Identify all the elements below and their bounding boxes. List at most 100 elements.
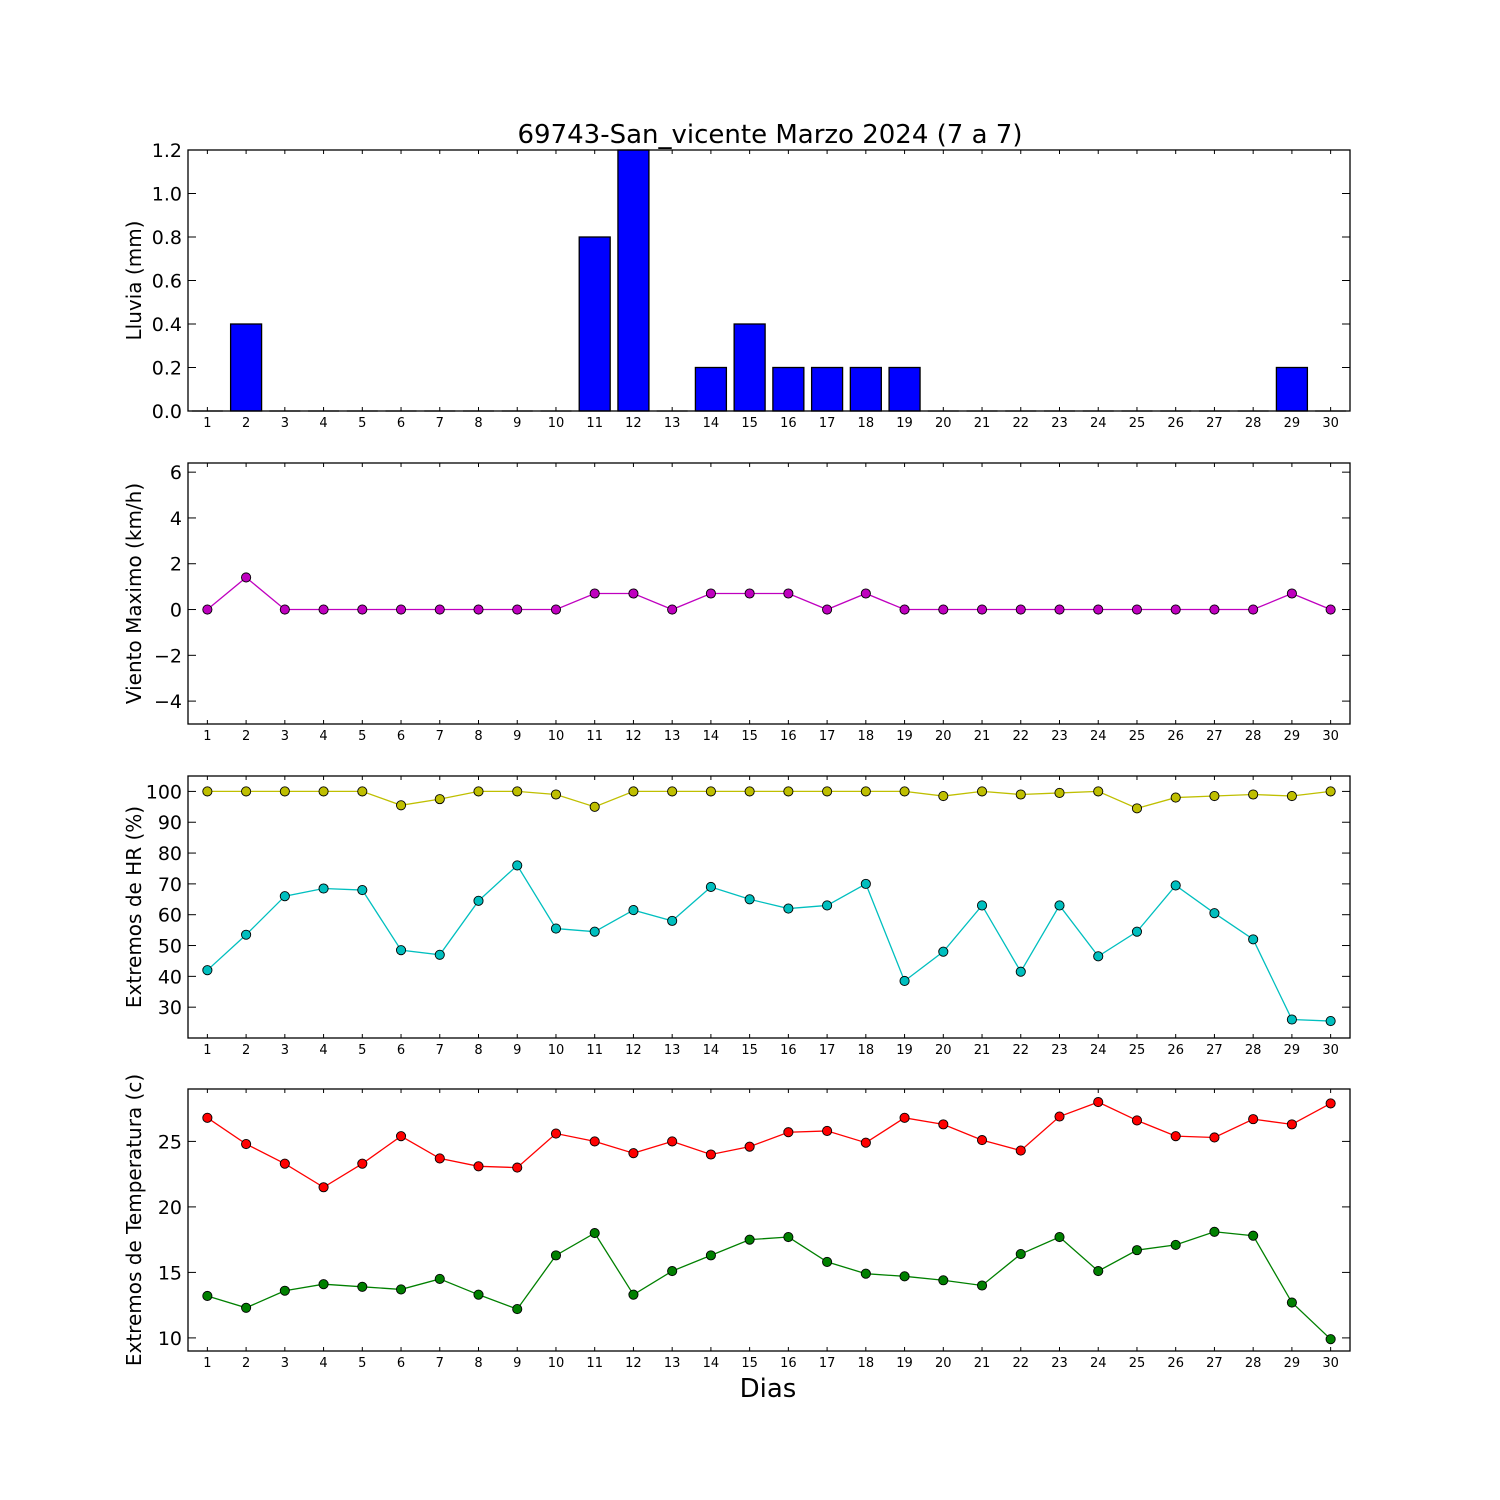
y-tick-label: 1.2 xyxy=(152,140,182,162)
hr-min-point xyxy=(744,894,755,905)
x-tick-label: 10 xyxy=(548,1043,565,1058)
x-tick-label: 10 xyxy=(548,1356,565,1371)
hr-min-point xyxy=(1286,1014,1297,1025)
bar xyxy=(810,366,844,412)
x-tick-label: 29 xyxy=(1284,1043,1301,1058)
x-tick-label: 1 xyxy=(203,416,211,431)
x-tick-label: 13 xyxy=(664,729,681,744)
temp-min-point xyxy=(628,1289,639,1300)
y-tick-label: 2 xyxy=(170,554,182,576)
hr-max-point xyxy=(1015,789,1026,800)
x-tick-label: 29 xyxy=(1284,1356,1301,1371)
y-tick-label: 1.0 xyxy=(152,184,182,206)
temp-min-point xyxy=(744,1234,755,1245)
hr-max-point xyxy=(1093,786,1104,797)
x-axis-label: Dias xyxy=(740,1374,797,1404)
x-tick-label: 25 xyxy=(1129,1043,1146,1058)
temp-max-point xyxy=(783,1127,794,1138)
x-tick-label: 7 xyxy=(436,1043,444,1058)
x-tick-label: 26 xyxy=(1167,729,1184,744)
wind-max-point xyxy=(1248,604,1259,615)
temp-min-point xyxy=(1325,1334,1336,1345)
hr-min-point xyxy=(318,883,329,894)
x-tick-label: 17 xyxy=(819,416,836,431)
wind-max-point xyxy=(899,604,910,615)
x-tick-label: 8 xyxy=(474,729,482,744)
temp-min-point xyxy=(202,1290,213,1302)
hr-max-point xyxy=(279,786,290,797)
hr-max-point xyxy=(1054,787,1065,799)
hr-min-point xyxy=(473,895,484,906)
temp-max-line xyxy=(207,1101,1331,1189)
x-tick-label: 3 xyxy=(281,416,289,431)
x-tick-label: 11 xyxy=(586,1043,603,1058)
y-tick-label: 10 xyxy=(158,1328,182,1350)
temp-max-point xyxy=(550,1128,562,1139)
temp-max-point xyxy=(860,1137,871,1148)
x-tick-label: 21 xyxy=(974,1356,991,1371)
y-tick-label: 0.6 xyxy=(152,271,182,293)
panels: 1 2 3 4 5 6 7 8 9 10 11 12 13 14 15 16 17 18 19 20 21 22 23 24 2… xyxy=(122,140,1351,1371)
x-tick-label: 1 xyxy=(203,1043,211,1058)
hr-max-point xyxy=(1325,786,1336,797)
y-tick-label: −4 xyxy=(154,691,182,713)
hr-max-point xyxy=(899,786,910,797)
x-tick-label: 14 xyxy=(703,729,720,744)
y-axis-label: Extremos de HR (%) xyxy=(122,806,146,1008)
hr-max-point xyxy=(1131,803,1143,814)
x-tick-label: 2 xyxy=(242,1356,250,1371)
hr-max-point xyxy=(202,786,213,797)
temp-min-point xyxy=(241,1302,252,1313)
wind-max-point xyxy=(1015,604,1026,615)
temp-max-point xyxy=(1209,1132,1220,1143)
y-tick-label: 60 xyxy=(158,905,182,927)
bar xyxy=(578,236,611,412)
y-axis-label: Extremos de Temperatura (c) xyxy=(122,1074,146,1366)
hr-min-point xyxy=(1093,951,1104,962)
temp-max-point xyxy=(202,1112,213,1123)
x-tick-label: 22 xyxy=(1012,416,1029,431)
axes-frame xyxy=(187,149,1351,412)
x-tick-label: 16 xyxy=(780,1043,797,1058)
x-tick-label: 16 xyxy=(780,729,797,744)
x-tick-label: 6 xyxy=(397,1043,405,1058)
x-tick-label: 14 xyxy=(703,1043,720,1058)
hr-max-point xyxy=(473,786,484,797)
x-tick-label: 24 xyxy=(1090,1356,1107,1371)
hr-min-point xyxy=(899,975,910,987)
x-tick-label: 9 xyxy=(513,1043,521,1058)
x-tick-label: 27 xyxy=(1206,1043,1223,1058)
x-tick-label: 15 xyxy=(741,729,758,744)
x-tick-label: 24 xyxy=(1090,729,1107,744)
chart-title: 69743-San_vicente Marzo 2024 (7 a 7) xyxy=(518,120,1023,150)
hr-min-point xyxy=(1209,908,1220,919)
x-tick-label: 15 xyxy=(741,1356,758,1371)
temp-max-point xyxy=(1131,1115,1143,1126)
hr-max-point xyxy=(512,786,523,797)
temp-max-point xyxy=(395,1131,407,1142)
wind-max-point xyxy=(1170,604,1181,615)
wind-max-point xyxy=(1093,604,1104,615)
hr-max-point xyxy=(705,786,716,797)
wind-max-point xyxy=(279,604,290,615)
x-tick-label: 8 xyxy=(474,1043,482,1058)
y-tick-label: 0 xyxy=(170,600,182,622)
x-tick-label: 12 xyxy=(625,1043,642,1058)
temp-min-point xyxy=(1286,1297,1297,1308)
wind-max-point xyxy=(589,588,600,599)
wind-max-point xyxy=(318,604,329,615)
x-tick-label: 24 xyxy=(1090,416,1107,431)
x-tick-label: 5 xyxy=(358,729,366,744)
bar xyxy=(694,366,728,412)
x-tick-label: 17 xyxy=(819,729,836,744)
panel-1: 1 2 3 4 5 6 7 8 9 10 11 12 13 14 15 16 17 18 19 20 21 22 23 24 2… xyxy=(122,140,1351,431)
x-tick-label: 1 xyxy=(203,1356,211,1371)
x-tick-label: 8 xyxy=(474,1356,482,1371)
y-tick-label: 25 xyxy=(158,1131,182,1153)
wind-max-line xyxy=(206,576,1331,611)
temp-max-point xyxy=(1093,1097,1104,1108)
panel-4: 1 2 3 4 5 6 7 8 9 10 11 12 13 14 15 16 17 18 19 20 21 22 23 24 2… xyxy=(122,1074,1351,1371)
hr-max-point xyxy=(628,786,639,797)
